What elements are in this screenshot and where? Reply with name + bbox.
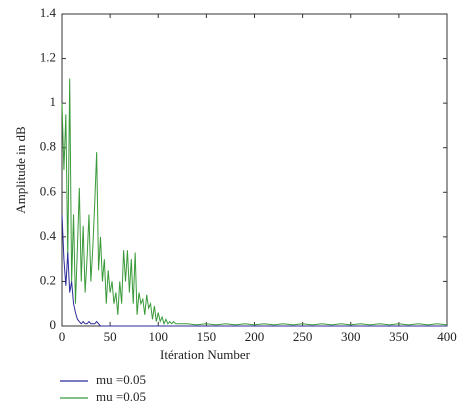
y-axis-title: Amplitude in dB <box>13 126 28 214</box>
x-tick-label: 400 <box>437 329 457 344</box>
y-tick-label: 0.8 <box>40 139 56 154</box>
x-tick-label: 0 <box>59 329 66 344</box>
y-tick-label: 0.2 <box>40 272 56 287</box>
x-tick-label: 100 <box>149 329 169 344</box>
y-tick-label: 1 <box>50 94 57 109</box>
data-line <box>61 214 447 327</box>
x-tick-label: 250 <box>293 329 313 344</box>
x-tick-label: 350 <box>389 329 409 344</box>
y-tick-label: 1.4 <box>40 5 57 20</box>
y-tick-label: 0 <box>50 317 57 332</box>
plot-frame <box>61 13 448 327</box>
y-tick-label: 1.2 <box>40 50 56 65</box>
x-tick-label: 150 <box>197 329 217 344</box>
legend-label: mu =0.05 <box>96 372 146 387</box>
legend-label: mu =0.05 <box>96 389 146 404</box>
y-tick-label: 0.4 <box>40 228 57 243</box>
x-axis-title: Itération Number <box>160 347 251 362</box>
x-tick-label: 50 <box>104 329 117 344</box>
data-line <box>61 78 448 326</box>
y-tick-label: 0.6 <box>40 183 57 198</box>
x-tick-label: 300 <box>341 329 361 344</box>
x-tick-label: 200 <box>245 329 265 344</box>
